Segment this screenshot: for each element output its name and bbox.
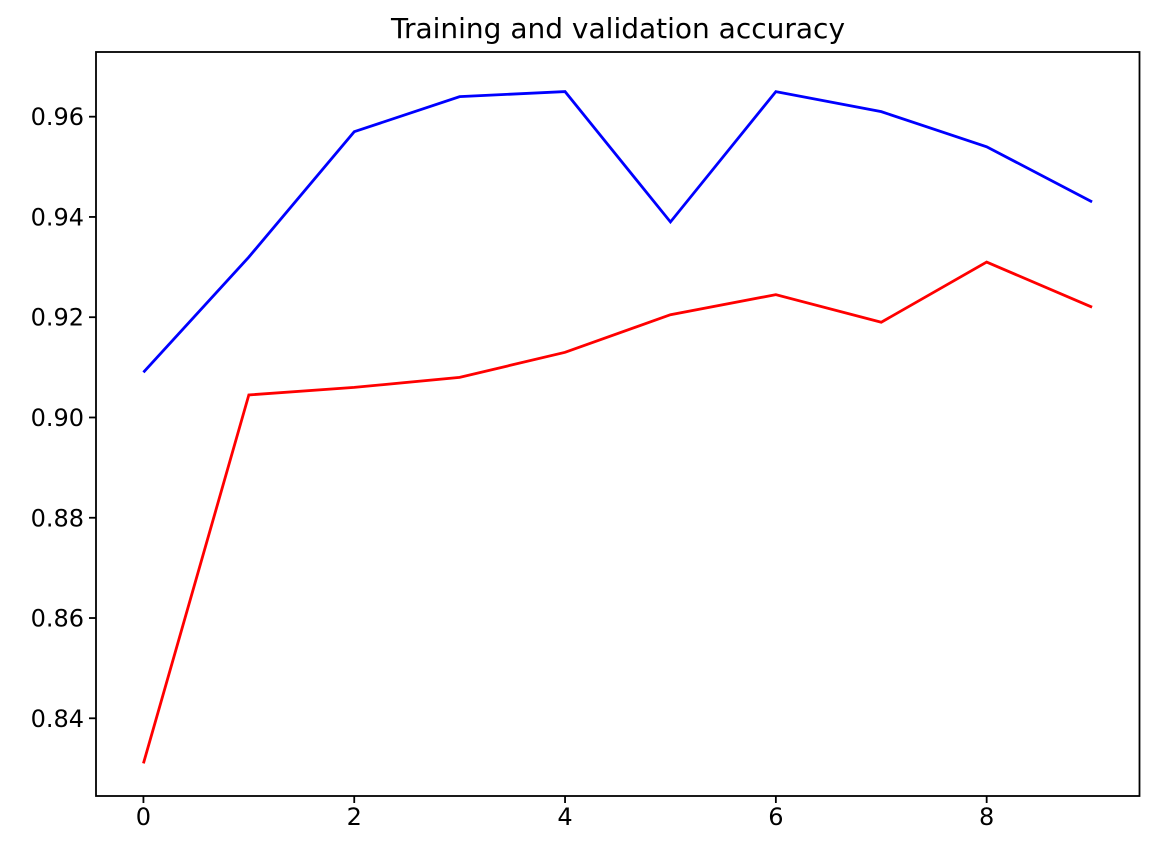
y-tick-label: 0.84 (31, 705, 84, 733)
series-layer (142, 90, 1093, 764)
x-tick-label: 0 (136, 803, 151, 831)
x-tick-label: 8 (979, 803, 994, 831)
y-tick-label: 0.92 (31, 304, 84, 332)
chart-title: Training and validation accuracy (390, 12, 845, 45)
y-tick-label: 0.90 (31, 404, 84, 432)
x-tick-label: 4 (557, 803, 572, 831)
y-tick-label: 0.88 (31, 504, 84, 532)
y-tick-label: 0.94 (31, 203, 84, 231)
axes-spines (95, 51, 1141, 797)
x-tick-label: 6 (768, 803, 783, 831)
tick-layer: 0 2 4 6 8 0.84 0.86 0.88 0.90 0.92 0.94 0.96 (31, 103, 995, 831)
y-tick-label: 0.86 (31, 605, 84, 633)
line-series-red-line (142, 260, 1093, 764)
x-tick-label: 2 (347, 803, 362, 831)
y-tick-label: 0.96 (31, 103, 84, 131)
line-series-blue-line (142, 90, 1093, 374)
